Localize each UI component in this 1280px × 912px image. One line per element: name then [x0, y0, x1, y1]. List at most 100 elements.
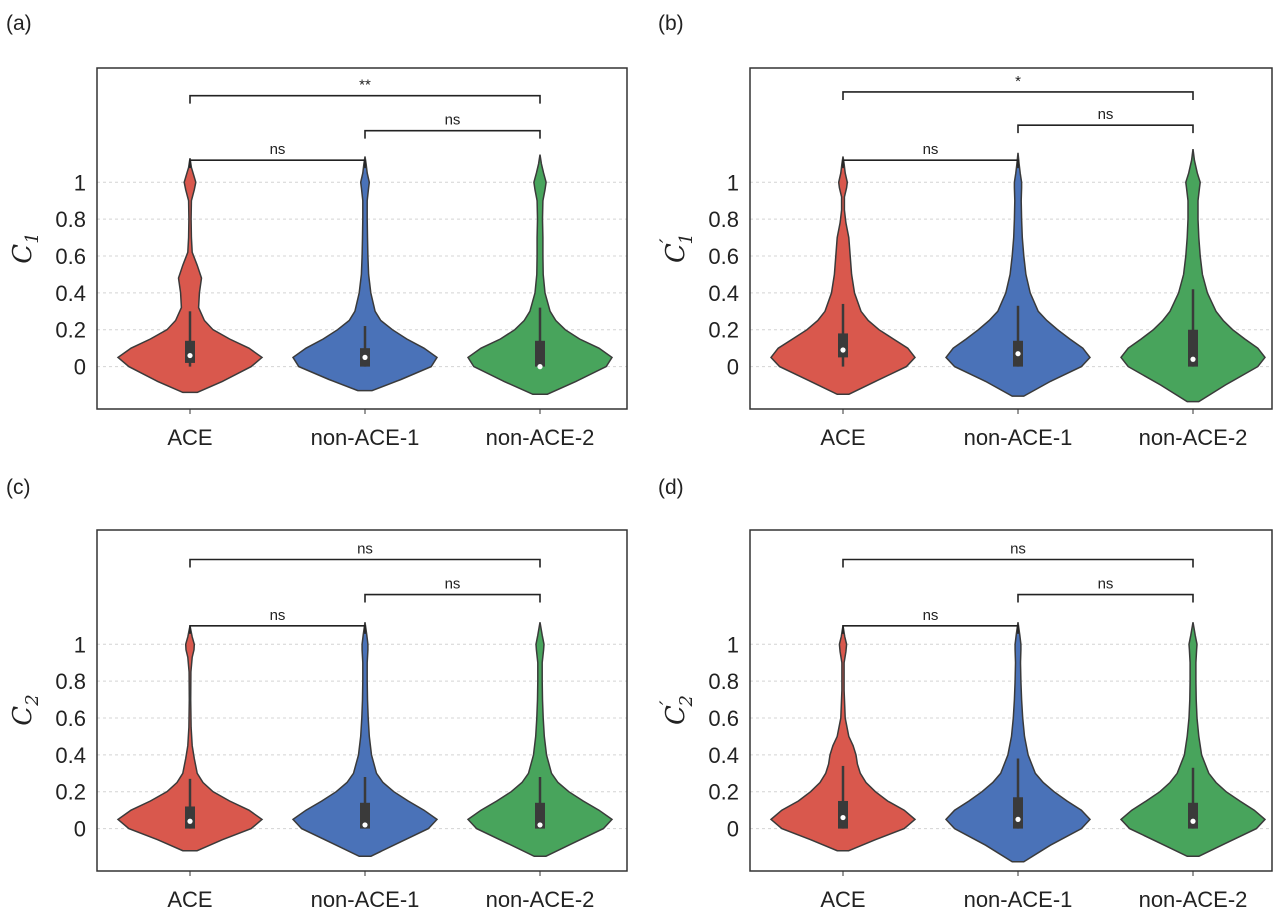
significance-bracket [842, 91, 1194, 100]
x-tick-label: non-ACE-2 [1139, 425, 1248, 450]
median-dot [1015, 351, 1021, 357]
x-tick-label: non-ACE-1 [964, 887, 1073, 912]
y-tick-label: 0 [74, 817, 86, 842]
y-tick-label: 0 [74, 355, 86, 380]
median-dot [1015, 816, 1021, 822]
significance-label: ns [923, 607, 939, 624]
violin-non-ACE-2 [1119, 622, 1267, 858]
median-dot [187, 818, 193, 824]
y-tick-label: 0 [727, 817, 739, 842]
violin-non-ACE-1 [291, 622, 439, 858]
median-dot [840, 814, 846, 821]
significance-bracket [189, 625, 366, 634]
iqr-box [1013, 797, 1023, 829]
panel-label: (b) [658, 12, 684, 35]
y-tick-label: 0.2 [708, 780, 739, 805]
x-tick-label: ACE [820, 887, 865, 912]
violin-non-ACE-1 [944, 622, 1092, 863]
y-tick-label: 0.6 [708, 244, 739, 269]
y-tick-label: 0.6 [55, 706, 86, 731]
significance-bracket [189, 558, 541, 568]
y-tick-label: 0.8 [55, 207, 86, 232]
y-tick-label: 0.8 [708, 669, 739, 694]
x-tick-label: non-ACE-2 [1139, 887, 1248, 912]
y-axis-label: C2 [8, 694, 43, 725]
y-tick-label: 1 [74, 632, 86, 657]
plot-frame [96, 529, 628, 872]
significance-label: ns [1098, 576, 1114, 593]
x-tick-label: non-ACE-1 [964, 425, 1073, 450]
y-tick-label: 0.2 [55, 318, 86, 343]
y-tick-label: 1 [727, 632, 739, 657]
median-dot [840, 347, 846, 353]
median-dot [362, 822, 368, 828]
y-tick-label: 0.4 [55, 281, 86, 306]
y-tick-label: 0.4 [708, 281, 739, 306]
significance-label: * [1015, 73, 1021, 90]
y-tick-label: 0.2 [708, 318, 739, 343]
y-tick-label: 0.6 [55, 244, 86, 269]
iqr-box [185, 340, 195, 363]
y-tick-label: 0.6 [708, 706, 739, 731]
y-tick-label: 0.4 [708, 743, 739, 768]
y-tick-label: 1 [727, 170, 739, 195]
median-dot [1190, 818, 1196, 824]
median-dot [187, 352, 193, 359]
median-dot [362, 354, 368, 360]
violin-non-ACE-2 [466, 622, 614, 858]
significance-bracket [842, 625, 1019, 634]
violin-ACE [116, 625, 264, 852]
y-tick-label: 0.4 [55, 743, 86, 768]
x-tick-label: ACE [820, 425, 865, 450]
panel-d: (d) 0 0.2 0.4 0.6 0.8 1 C′2 ns ns ns ACE non-ACE-1 no… [655, 476, 1273, 912]
violin-non-ACE-2 [466, 154, 614, 396]
iqr-box [1188, 329, 1198, 367]
iqr-box [535, 340, 545, 367]
violin-ACE [769, 625, 917, 852]
y-tick-label: 0.8 [708, 207, 739, 232]
significance-label: ns [1010, 540, 1026, 557]
iqr-box [838, 333, 848, 358]
y-axis-label: C′2 [655, 695, 697, 725]
panel-b: (b) 0 0.2 0.4 0.6 0.8 1 C′1 ns ns * ACE non-ACE-1 non… [655, 12, 1273, 450]
significance-bracket [189, 94, 541, 104]
significance-bracket [189, 159, 366, 169]
significance-bracket [364, 129, 541, 139]
significance-label: ns [270, 141, 286, 158]
panel-c: (c) 0 0.2 0.4 0.6 0.8 1 C2 ns ns ns ACE non-ACE-1 non… [6, 476, 628, 912]
panel-a: (a) 0 0.2 0.4 0.6 0.8 1 C1 ns ns ** ACE non-ACE-1 non… [6, 12, 628, 450]
significance-label: ns [445, 576, 461, 593]
panel-label: (d) [658, 476, 684, 499]
median-dot [537, 822, 543, 828]
panel-label: (c) [6, 476, 31, 499]
significance-bracket [842, 159, 1019, 169]
median-dot [1190, 356, 1196, 362]
iqr-box [535, 802, 545, 829]
significance-bracket [1017, 124, 1194, 134]
significance-label: ** [359, 77, 371, 94]
violin-non-ACE-1 [945, 152, 1091, 397]
plot-frame [749, 67, 1273, 410]
significance-label: ns [270, 607, 286, 624]
y-axis-label: C′1 [655, 233, 697, 263]
violin-non-ACE-2 [1120, 149, 1266, 403]
x-tick-label: non-ACE-1 [311, 425, 420, 450]
significance-bracket [1017, 593, 1194, 603]
significance-label: ns [357, 540, 373, 557]
x-tick-label: ACE [167, 425, 212, 450]
significance-bracket [842, 558, 1194, 568]
x-tick-label: non-ACE-1 [311, 887, 420, 912]
y-tick-label: 1 [74, 170, 86, 195]
iqr-box [185, 806, 195, 829]
iqr-box [838, 800, 848, 829]
panel-label: (a) [6, 12, 32, 35]
significance-label: ns [1098, 106, 1114, 123]
y-tick-label: 0.2 [55, 780, 86, 805]
plot-frame [749, 529, 1273, 872]
significance-label: ns [445, 112, 461, 129]
iqr-box [360, 802, 370, 829]
y-tick-label: 0 [727, 355, 739, 380]
median-dot [537, 364, 543, 370]
y-axis-label: C1 [8, 232, 43, 263]
